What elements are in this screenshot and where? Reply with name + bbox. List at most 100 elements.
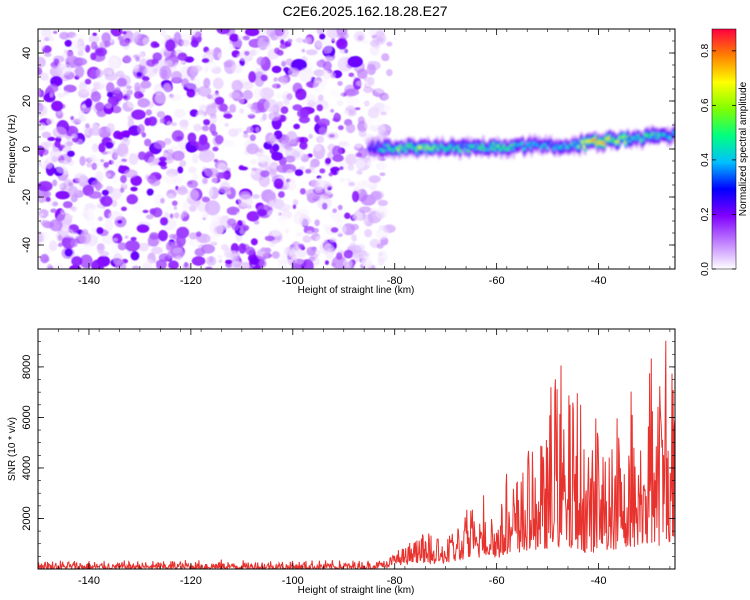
spectrogram-cell (273, 130, 283, 140)
spectrogram-cell (159, 216, 169, 226)
snr-x-tick-label: -100 (282, 575, 304, 587)
spectrogram-cell (64, 39, 73, 48)
spectrogram-cell (49, 219, 63, 232)
spectrogram-cell (379, 172, 386, 177)
spectrogram-cell (106, 122, 115, 134)
spectrogram-cell (292, 204, 297, 209)
spectrogram-cell (231, 63, 243, 74)
spectrogram-cell (258, 259, 267, 268)
spectrogram-cell (163, 211, 170, 219)
spectrogram-cell (171, 130, 185, 142)
spectrogram-cell (105, 141, 114, 149)
spectrogram-cell (152, 52, 163, 61)
snr-background (38, 329, 675, 569)
spectrogram-cell (159, 65, 172, 81)
spectrogram-cell (38, 181, 53, 192)
spectrogram-cell (298, 116, 310, 124)
spectrogram-cell (313, 257, 320, 266)
spectrogram-cell (202, 119, 211, 126)
spectrogram-cell (38, 90, 41, 96)
spectrogram-cell (252, 194, 260, 200)
spectrogram-cell (54, 140, 61, 148)
spectrogram-cell (39, 199, 44, 204)
spectrogram-cell (177, 52, 188, 61)
spectrogram-cell (78, 231, 92, 245)
spectrogram-cell (110, 29, 123, 37)
spectrogram-cell (381, 94, 390, 101)
spectrogram-cell (258, 29, 268, 36)
spectrogram-cell (166, 121, 172, 127)
spectrogram-x-tick-label: -140 (78, 275, 100, 287)
spectrogram-cell (337, 188, 344, 192)
spectrogram-cell (80, 246, 89, 255)
spectrogram-cell (305, 36, 312, 45)
spectrogram-cell (259, 170, 270, 178)
spectrogram-cell (47, 136, 56, 142)
spectrogram-cell (241, 81, 254, 90)
spectrogram-cell (244, 108, 257, 116)
spectrogram-cell (295, 37, 304, 43)
spectrogram-cell (86, 208, 96, 218)
spectrogram-cell (253, 185, 261, 195)
spectrogram-cell (337, 204, 343, 211)
spectrogram-cell (280, 39, 285, 45)
spectrogram-cell (186, 179, 199, 189)
spectrogram-cell (163, 137, 172, 145)
spectrogram-cell (192, 29, 201, 38)
spectrogram-cell (343, 109, 350, 118)
spectrogram-cell (356, 169, 363, 175)
spectrogram-cell (351, 190, 360, 203)
spectrogram-cell (298, 179, 313, 187)
spectrogram-cell (347, 164, 355, 171)
spectrogram-cell (328, 172, 334, 177)
spectrogram-cell (280, 106, 289, 114)
spectrogram-cell (122, 30, 127, 35)
spectrogram-cell (271, 83, 282, 89)
spectrogram-cell (145, 214, 154, 220)
spectrogram-cell (260, 74, 268, 82)
spectrogram-cell (274, 29, 285, 37)
spectrogram-cell (285, 155, 296, 163)
spectrogram-cell (219, 103, 229, 112)
spectrogram-cell (242, 225, 249, 232)
spectrogram-cell (123, 95, 128, 100)
spectrogram-cell (49, 76, 63, 87)
spectrogram-x-tick-label: -100 (282, 275, 304, 287)
spectrogram-cell (87, 156, 98, 163)
spectrogram-cell (348, 181, 356, 187)
spectrogram-cell (355, 152, 363, 158)
spectrogram-cell (355, 180, 368, 190)
spectrogram-cell (157, 160, 167, 167)
spectrogram-cell (386, 41, 393, 47)
spectrogram-cell (212, 77, 224, 90)
spectrogram-cell (94, 47, 108, 57)
spectrogram-cell (338, 247, 343, 253)
spectrogram-cell (205, 104, 217, 116)
spectrogram-cell (205, 256, 217, 266)
spectrogram-cell (138, 242, 149, 252)
spectrogram-cell (381, 53, 390, 62)
spectrogram-cell (377, 199, 388, 207)
spectrogram-cell (316, 195, 332, 211)
spectrogram-cell (228, 91, 240, 99)
spectrogram-cell (90, 41, 98, 50)
spectrogram-cell (273, 77, 278, 82)
spectrogram-cell (131, 62, 140, 73)
spectrogram-cell (147, 116, 158, 127)
spectrogram-cell (301, 48, 306, 53)
spectrogram-cell (358, 206, 372, 213)
spectrogram-cell (97, 78, 106, 86)
spectrogram-cell (130, 236, 137, 241)
spectrogram-cell (229, 33, 239, 42)
spectrogram-cell (103, 161, 110, 168)
spectrogram-cell (368, 175, 381, 184)
spectrogram-cell (108, 211, 123, 221)
spectrogram-cell (158, 229, 168, 242)
spectrogram-cell (189, 65, 199, 77)
spectrogram-band-cell (672, 131, 675, 134)
snr-y-tick-label: 6000 (21, 405, 33, 429)
spectrogram-cell (259, 87, 275, 100)
spectrogram-cell (242, 35, 250, 41)
spectrogram-cell (62, 179, 74, 192)
